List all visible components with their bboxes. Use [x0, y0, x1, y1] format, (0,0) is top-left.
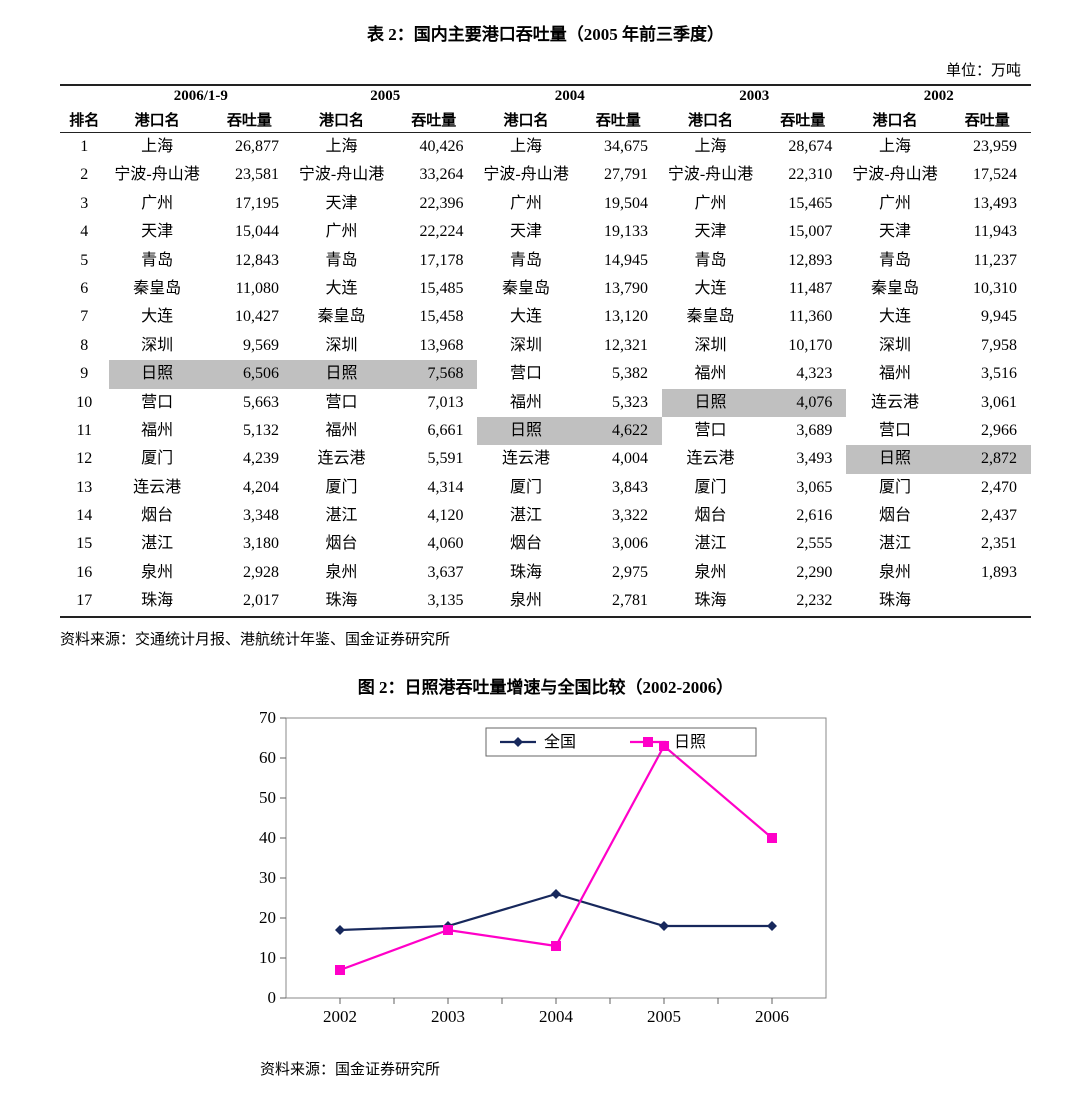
svg-text:日照: 日照: [674, 733, 706, 751]
svg-text:60: 60: [259, 748, 276, 767]
table-row: 7大连10,427秦皇岛15,458大连13,120秦皇岛11,360大连9,9…: [60, 303, 1031, 331]
svg-text:40: 40: [259, 828, 276, 847]
yr-col-5: 2002: [846, 85, 1031, 107]
yr-col-4: 2003: [662, 85, 846, 107]
yr-col-1: 2006/1-9: [109, 85, 293, 107]
svg-text:2002: 2002: [323, 1007, 357, 1026]
svg-text:2005: 2005: [647, 1007, 681, 1026]
svg-text:0: 0: [267, 988, 276, 1007]
hdr-vol: 吞吐量: [206, 107, 293, 133]
yr-col-3: 2004: [477, 85, 661, 107]
table-row: 16泉州2,928泉州3,637珠海2,975泉州2,290泉州1,893: [60, 559, 1031, 587]
hdr-rank: 排名: [60, 107, 109, 133]
line-chart: 0 10 20 30 40 50 60 70 2002 2003 2004 2005 2006 全国 日照: [226, 708, 866, 1048]
table-row: 1上海26,877上海40,426上海34,675上海28,674上海23,95…: [60, 133, 1031, 162]
table-row: 17珠海2,017珠海3,135泉州2,781珠海2,232珠海: [60, 587, 1031, 616]
table-source: 资料来源：交通统计月报、港航统计年鉴、国金证券研究所: [60, 628, 1031, 649]
table-title: 表 2：国内主要港口吞吐量（2005 年前三季度）: [60, 20, 1031, 45]
svg-text:2006: 2006: [755, 1007, 789, 1026]
table-row: 8深圳9,569深圳13,968深圳12,321深圳10,170深圳7,958: [60, 332, 1031, 360]
svg-text:2003: 2003: [431, 1007, 465, 1026]
table-row: 3广州17,195天津22,396广州19,504广州15,465广州13,49…: [60, 190, 1031, 218]
table-row: 12厦门4,239连云港5,591连云港4,004连云港3,493日照2,872: [60, 445, 1031, 473]
yr-col-2: 2005: [293, 85, 477, 107]
svg-text:10: 10: [259, 948, 276, 967]
table-row: 6秦皇岛11,080大连15,485秦皇岛13,790大连11,487秦皇岛10…: [60, 275, 1031, 303]
table-row: 5青岛12,843青岛17,178青岛14,945青岛12,893青岛11,23…: [60, 247, 1031, 275]
table-row: 14烟台3,348湛江4,120湛江3,322烟台2,616烟台2,437: [60, 502, 1031, 530]
svg-text:全国: 全国: [544, 733, 576, 751]
chart-source: 资料来源：国金证券研究所: [260, 1058, 1031, 1079]
table-row: 15湛江3,180烟台4,060烟台3,006湛江2,555湛江2,351: [60, 530, 1031, 558]
svg-text:2004: 2004: [539, 1007, 574, 1026]
svg-text:30: 30: [259, 868, 276, 887]
table-row: 11福州5,132福州6,661日照4,622营口3,689营口2,966: [60, 417, 1031, 445]
table-row: 13连云港4,204厦门4,314厦门3,843厦门3,065厦门2,470: [60, 474, 1031, 502]
table-row: 2宁波-舟山港23,581宁波-舟山港33,264宁波-舟山港27,791宁波-…: [60, 161, 1031, 189]
port-table: 2006/1-9 2005 2004 2003 2002 排名 港口名 吞吐量 …: [60, 84, 1031, 618]
table-head: 2006/1-9 2005 2004 2003 2002 排名 港口名 吞吐量 …: [60, 85, 1031, 133]
chart-title: 图 2：日照港吞吐量增速与全国比较（2002-2006）: [60, 673, 1031, 698]
hdr-port: 港口名: [109, 107, 206, 133]
table-body: 1上海26,877上海40,426上海34,675上海28,674上海23,95…: [60, 133, 1031, 617]
svg-text:70: 70: [259, 708, 276, 727]
table-row: 4天津15,044广州22,224天津19,133天津15,007天津11,94…: [60, 218, 1031, 246]
svg-text:20: 20: [259, 908, 276, 927]
table-row: 10营口5,663营口7,013福州5,323日照4,076连云港3,061: [60, 389, 1031, 417]
svg-text:50: 50: [259, 788, 276, 807]
table-unit: 单位：万吨: [60, 59, 1021, 80]
table-row: 9日照6,506日照7,568营口5,382福州4,323福州3,516: [60, 360, 1031, 388]
